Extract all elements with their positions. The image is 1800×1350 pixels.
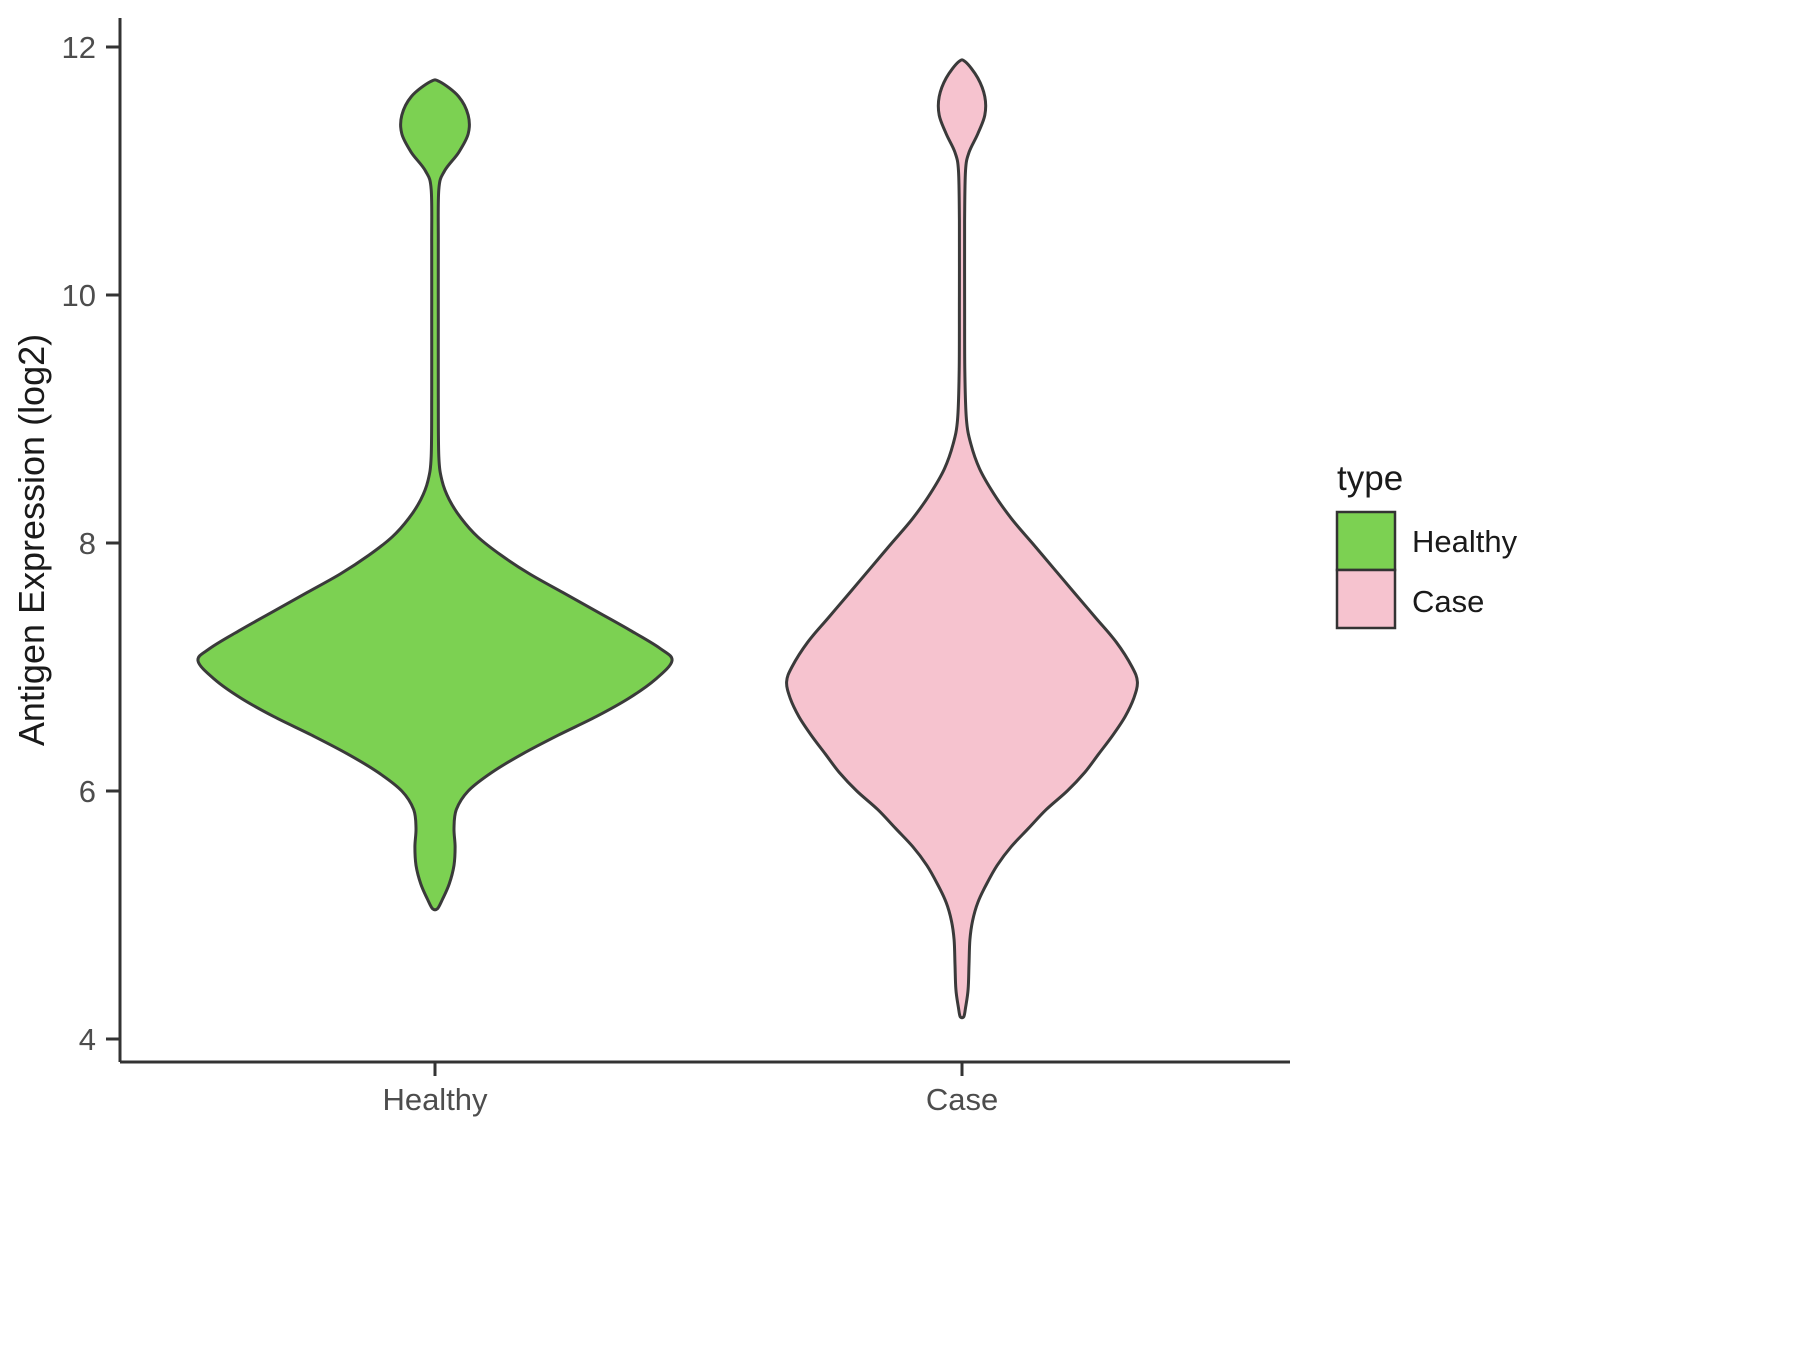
x-axis: Healthy Case [120,1060,1290,1117]
y-tick-label-4: 4 [79,1022,96,1057]
y-axis: 12 10 8 6 4 Antigen Expression (log2) [11,18,122,1062]
x-tick-label-case: Case [926,1082,998,1117]
legend-key-case [1335,568,1397,630]
y-tick-label-12: 12 [62,30,96,65]
legend-label-case: Case [1412,584,1484,619]
legend-key-healthy [1335,510,1397,572]
x-tick-label-healthy: Healthy [382,1082,488,1117]
y-tick-label-10: 10 [62,278,96,313]
y-tick-label-6: 6 [79,774,96,809]
violin-healthy [196,78,674,912]
y-axis-title: Antigen Expression (log2) [11,334,52,746]
legend-title: type [1337,459,1403,498]
y-tick-label-8: 8 [79,526,96,561]
legend-label-healthy: Healthy [1412,524,1518,559]
violin-case [785,58,1139,1020]
legend: type Healthy Case [1335,459,1518,630]
